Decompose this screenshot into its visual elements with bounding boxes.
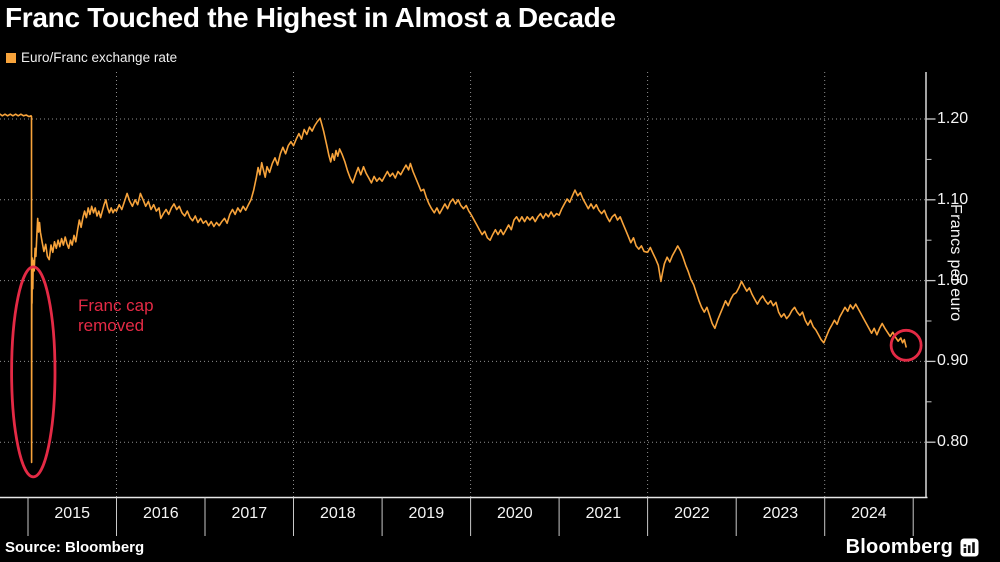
x-tick-label: 2024 bbox=[851, 505, 887, 522]
x-tick-label: 2022 bbox=[674, 505, 710, 522]
crash-ellipse-annotation bbox=[10, 265, 57, 479]
x-tick-label: 2019 bbox=[408, 505, 445, 522]
legend-label: Euro/Franc exchange rate bbox=[21, 50, 178, 65]
y-tick-label: 1.00 bbox=[937, 271, 969, 289]
annotation-line-1: Franc cap bbox=[78, 296, 154, 315]
legend-swatch-icon bbox=[6, 52, 16, 63]
endpoint-circle-annotation bbox=[889, 328, 923, 362]
y-tick-label: 0.80 bbox=[937, 433, 969, 451]
y-tick-label: 1.10 bbox=[937, 190, 969, 208]
source-credit: Source: Bloomberg bbox=[5, 539, 145, 556]
y-tick-label: 0.90 bbox=[937, 352, 969, 370]
bloomberg-logo: Bloomberg bbox=[846, 536, 979, 559]
x-tick-label: 2017 bbox=[231, 505, 268, 522]
bloomberg-terminal-icon bbox=[960, 538, 979, 557]
x-tick-label: 2016 bbox=[143, 505, 179, 522]
series-line-euro-franc bbox=[0, 113, 907, 464]
x-tick-label: 2018 bbox=[320, 505, 356, 522]
x-tick-label: 2023 bbox=[762, 505, 799, 522]
x-tick-label: 2015 bbox=[54, 505, 90, 522]
y-tick-label: 1.20 bbox=[937, 110, 969, 128]
annotation-line-2: removed bbox=[78, 316, 145, 335]
chart-title: Franc Touched the Highest in Almost a De… bbox=[5, 2, 616, 33]
y-axis-title: Francs per euro bbox=[947, 204, 964, 322]
x-tick-label: 2020 bbox=[497, 505, 533, 522]
legend: Euro/Franc exchange rate bbox=[6, 50, 177, 65]
x-tick-label: 2021 bbox=[585, 505, 622, 522]
annotation-franc-cap-removed: Franc cap removed bbox=[78, 296, 154, 336]
bloomberg-wordmark: Bloomberg bbox=[845, 536, 953, 558]
